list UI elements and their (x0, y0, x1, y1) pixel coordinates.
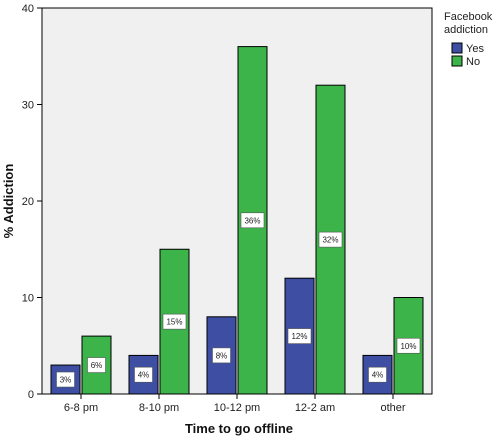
y-tick-label: 0 (28, 389, 34, 401)
x-tick-label: 8-10 pm (139, 402, 179, 414)
data-label-box (134, 366, 153, 383)
data-label: 32% (322, 236, 338, 245)
y-tick-label: 40 (22, 3, 34, 15)
legend-label-no: No (466, 56, 480, 68)
y-axis-title: % Addiction (1, 164, 16, 239)
data-label: 4% (372, 371, 384, 380)
data-label: 36% (244, 216, 260, 225)
x-tick-label: other (380, 402, 405, 414)
data-label-box (212, 347, 231, 364)
data-label-box (162, 313, 187, 330)
plot-area (41, 7, 433, 395)
data-label: 8% (216, 351, 228, 360)
legend-title-line2: addiction (444, 24, 488, 36)
data-label-box (287, 328, 312, 344)
y-tick-label: 20 (22, 196, 34, 208)
x-axis-title: Time to go offline (185, 421, 293, 436)
legend-swatch-yes (451, 42, 463, 54)
data-label: 10% (400, 342, 416, 351)
legend-swatch-no (451, 55, 463, 67)
legend-label-yes: Yes (466, 43, 484, 55)
x-tick-label: 10-12 pm (214, 402, 260, 414)
bars: 3% 6% 4% 15% 8% 36% 12% 32% 4% 10% (50, 46, 424, 395)
data-label: 12% (291, 332, 307, 341)
data-label: 15% (166, 318, 182, 327)
data-label-box (368, 366, 387, 383)
data-label-box (396, 337, 421, 354)
data-label-box (240, 212, 265, 229)
data-label: 3% (60, 376, 72, 385)
data-label: 4% (138, 371, 150, 380)
data-label: 6% (91, 361, 103, 370)
data-label-box (56, 371, 75, 388)
x-tick-label: 6-8 pm (64, 402, 98, 414)
x-tick-label: 12-2 am (295, 402, 335, 414)
data-label-box (87, 357, 106, 373)
legend-title-line1: Facebook (444, 11, 493, 23)
data-label-box (318, 231, 343, 248)
x-axis: 6-8 pm 8-10 pm 10-12 pm 12-2 am other (64, 394, 406, 414)
y-tick-label: 10 (22, 293, 34, 305)
y-tick-label: 30 (22, 100, 34, 112)
y-axis: 0 10 20 30 40 (22, 3, 42, 401)
